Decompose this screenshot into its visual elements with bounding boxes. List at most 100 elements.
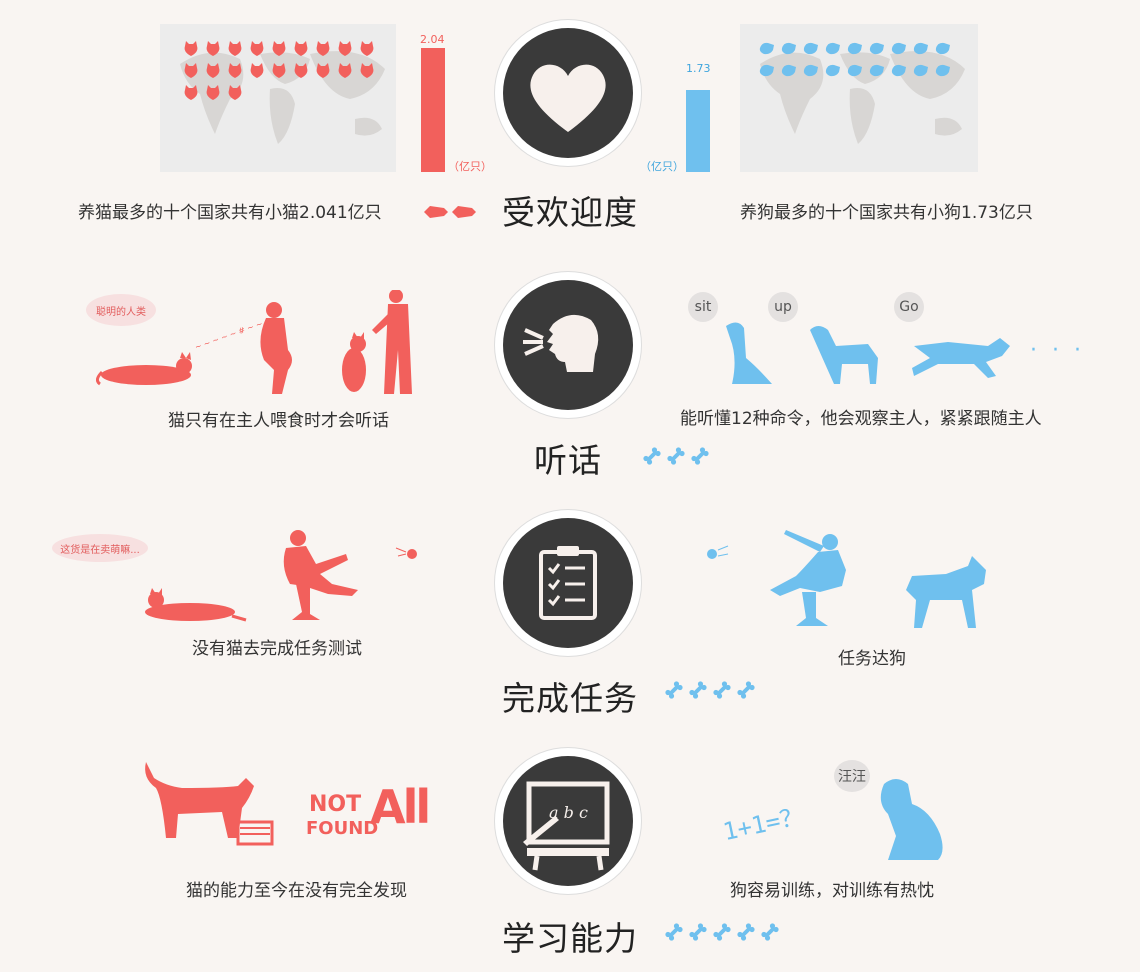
cat-tasks-caption: 没有猫去完成任务测试 xyxy=(192,639,362,659)
dog-bar xyxy=(686,90,710,172)
cat-head-icon xyxy=(338,63,352,78)
dog-head-icon xyxy=(781,64,796,77)
dog-head-icon xyxy=(891,42,906,55)
bone-rating-learning xyxy=(664,922,780,942)
dog-head-icon xyxy=(759,42,774,55)
command-bubble-go: Go xyxy=(894,292,924,322)
not-found-all: All xyxy=(370,780,431,834)
bone-rating-obedience xyxy=(642,446,710,466)
dog-head-icon xyxy=(825,64,840,77)
bone-icon xyxy=(667,447,685,465)
cat-ignoring-task-illustration xyxy=(145,530,417,622)
dog-bar-unit: （亿只） xyxy=(640,160,684,173)
cat-icon-grid xyxy=(182,40,382,110)
section-title-popularity: 受欢迎度 xyxy=(502,193,638,232)
dog-learning-caption: 狗容易训练，对训练有热忱 xyxy=(730,881,934,901)
cat-and-owner-feeding-illustration: ~ ~ ~ ~ ~ # ~ ~ xyxy=(96,290,412,394)
cat-head-icon xyxy=(228,41,242,56)
equation: 1+1=？ xyxy=(720,801,807,847)
bone-icon xyxy=(737,923,755,941)
bone-icon xyxy=(665,681,683,699)
cat-head-icon xyxy=(228,63,242,78)
dog-head-icon xyxy=(781,42,796,55)
dog-head-icon xyxy=(891,64,906,77)
cat-head-icon xyxy=(206,63,220,78)
cat-head-icon xyxy=(272,63,286,78)
cat-head-icon xyxy=(360,41,374,56)
cat-obedience-caption: 猫只有在主人喂食时才会听话 xyxy=(168,411,389,431)
dog-head-icon xyxy=(847,42,862,55)
cat-bar-unit: （亿只） xyxy=(448,160,492,173)
ellipsis: · · · xyxy=(1030,338,1085,363)
dog-head-icon xyxy=(803,64,818,77)
cat-head-icon xyxy=(294,63,308,78)
heart-icon xyxy=(530,64,606,132)
cat-head-icon xyxy=(338,41,352,56)
dog-head-icon xyxy=(935,64,950,77)
cat-head-icon xyxy=(228,85,242,100)
chalkboard-icon: a b c xyxy=(523,781,610,871)
cat-head-icon xyxy=(316,41,330,56)
not-found-line1: NOT xyxy=(309,792,362,817)
cat-thought-bubble-tasks: 这货是在卖萌嘛... xyxy=(52,534,148,562)
bone-icon xyxy=(737,681,755,699)
cat-head-icon xyxy=(360,63,374,78)
section-title-obedience: 听话 xyxy=(534,441,602,480)
obedience-icon-circle xyxy=(495,272,641,418)
dog-head-icon xyxy=(803,42,818,55)
cat-head-icon xyxy=(316,63,330,78)
cat-head-icon xyxy=(206,41,220,56)
cat-pressing-box-illustration xyxy=(145,762,274,846)
cat-bar-value: 2.04 xyxy=(420,33,445,46)
popularity-icon-circle xyxy=(495,20,641,166)
tasks-icon-circle xyxy=(495,510,641,656)
cat-head-icon xyxy=(250,41,264,56)
command-bubble-up: up xyxy=(768,292,798,322)
bone-icon xyxy=(665,923,683,941)
cat-thought-bubble: 聪明的人类 xyxy=(86,294,156,326)
svg-text:a b c: a b c xyxy=(549,803,588,822)
bone-rating-tasks xyxy=(664,680,756,700)
dog-obedience-caption: 能听懂12种命令，他会观察主人，紧紧跟随主人 xyxy=(680,409,1042,429)
cat-head-icon xyxy=(272,41,286,56)
sitting-dog-illustration xyxy=(880,779,943,860)
shouting-face-icon xyxy=(523,314,599,372)
bone-icon xyxy=(761,923,779,941)
dog-bar-value: 1.73 xyxy=(686,62,711,75)
section-title-tasks: 完成任务 xyxy=(502,679,638,718)
dog-bark-bubble: 汪汪 xyxy=(834,760,870,792)
cat-head-icon xyxy=(206,85,220,100)
cat-head-icon xyxy=(250,63,264,78)
dog-head-icon xyxy=(869,42,884,55)
fishbone-icon xyxy=(424,206,476,218)
dog-popularity-caption: 养狗最多的十个国家共有小狗1.73亿只 xyxy=(740,203,1033,223)
dog-tasks-caption: 任务达狗 xyxy=(838,649,906,669)
dog-head-icon xyxy=(759,64,774,77)
section-title-learning: 学习能力 xyxy=(502,919,638,958)
bone-icon xyxy=(713,923,731,941)
not-found-line2: FOUND xyxy=(306,818,379,839)
dog-head-icon xyxy=(935,42,950,55)
svg-text:~ ~ ~ ~ ~ # ~ ~: ~ ~ ~ ~ ~ # ~ ~ xyxy=(194,319,264,352)
dog-head-icon xyxy=(847,64,862,77)
bone-icon xyxy=(689,681,707,699)
cat-bar xyxy=(421,48,445,172)
dog-head-icon xyxy=(825,42,840,55)
dog-head-icon xyxy=(913,64,928,77)
bone-icon xyxy=(689,923,707,941)
dogs-following-commands-illustration xyxy=(726,322,1010,384)
cat-head-icon xyxy=(184,85,198,100)
command-bubble-sit: sit xyxy=(688,292,718,322)
bone-icon xyxy=(643,447,661,465)
dog-icon-grid xyxy=(758,40,958,90)
cat-head-icon xyxy=(184,41,198,56)
bone-icon xyxy=(691,447,709,465)
dog-head-icon xyxy=(869,64,884,77)
dog-completing-task-illustration xyxy=(707,530,986,628)
cat-head-icon xyxy=(184,63,198,78)
checklist-icon xyxy=(539,546,597,620)
learning-icon-circle: a b c xyxy=(495,748,641,894)
cat-learning-caption: 猫的能力至今在没有完全发现 xyxy=(186,881,407,901)
cat-head-icon xyxy=(294,41,308,56)
cat-popularity-caption: 养猫最多的十个国家共有小猫2.041亿只 xyxy=(78,203,382,223)
